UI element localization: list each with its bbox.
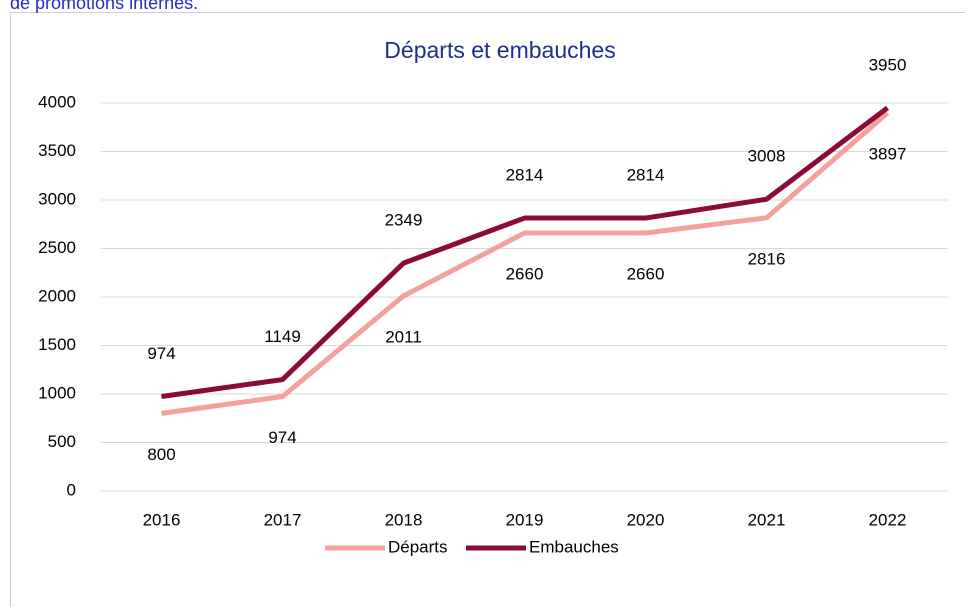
data-label: 974: [147, 344, 175, 363]
line-series: [161, 105, 890, 399]
data-label: 3897: [869, 144, 907, 163]
y-tick-label: 3500: [38, 141, 76, 160]
y-tick-label: 2000: [38, 286, 76, 305]
line-series: [161, 111, 890, 416]
data-label: 974: [268, 428, 296, 447]
data-label: 800: [147, 445, 175, 464]
data-label: 2660: [506, 264, 544, 283]
data-label: 3950: [869, 55, 907, 74]
data-label: 1149: [264, 327, 301, 346]
chart-title: Départs et embauches: [384, 37, 615, 63]
x-tick-label: 2021: [748, 510, 786, 529]
y-tick-label: 0: [67, 480, 76, 499]
y-tick-label: 500: [48, 432, 76, 451]
data-label: 3008: [748, 147, 786, 166]
data-label: 2349: [385, 211, 423, 230]
data-label: 2814: [627, 166, 665, 185]
data-label: 2816: [748, 249, 786, 268]
y-tick-label: 3000: [38, 189, 76, 208]
data-label: 2011: [385, 327, 422, 346]
chart-border: [10, 12, 965, 607]
x-tick-label: 2020: [627, 510, 665, 529]
legend-label: Embauches: [529, 537, 619, 556]
legend-label: Départs: [388, 537, 448, 556]
y-tick-label: 4000: [38, 92, 76, 111]
header-text: de promotions internes.: [10, 0, 198, 13]
data-label: 2814: [506, 166, 544, 185]
x-tick-label: 2016: [143, 510, 181, 529]
y-tick-label: 2500: [38, 238, 76, 257]
data-label: 2660: [627, 264, 665, 283]
x-tick-label: 2022: [869, 510, 907, 529]
x-tick-label: 2019: [506, 510, 544, 529]
x-tick-label: 2017: [264, 510, 302, 529]
y-tick-label: 1000: [38, 383, 76, 402]
x-tick-label: 2018: [385, 510, 423, 529]
y-tick-label: 1500: [38, 335, 76, 354]
